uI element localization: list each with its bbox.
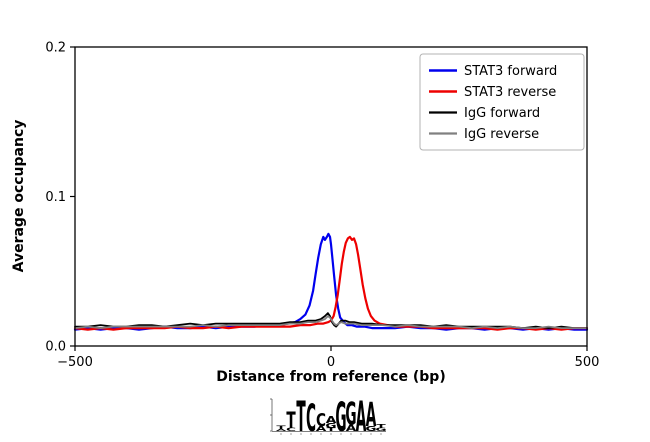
logo-letter-t: T xyxy=(286,409,296,434)
legend-label-stat3-forward: STAT3 forward xyxy=(464,64,557,79)
y-axis-label: Average occupancy xyxy=(11,120,27,273)
axis-ticks: −500 0 500 0.0 0.1 0.2 xyxy=(45,41,599,371)
legend-label-igg-forward: IgG forward xyxy=(464,106,540,121)
series-stat3-forward xyxy=(73,232,589,331)
logo-letter-g: G xyxy=(345,396,356,432)
series-lines xyxy=(73,232,589,331)
legend-label-igg-reverse: IgG reverse xyxy=(464,127,539,142)
x-tick-label: −500 xyxy=(57,355,93,370)
logo-letter-a: A xyxy=(346,423,357,434)
logo-letter-c: C xyxy=(316,409,326,430)
logo-letter-g: G xyxy=(325,422,336,430)
legend-box xyxy=(419,53,585,151)
legend-label-stat3-reverse: STAT3 reverse xyxy=(464,85,556,100)
logo-letter-a: A xyxy=(326,414,337,426)
logo-letter-a: A xyxy=(276,429,287,432)
logo-letter-c: C xyxy=(306,396,316,440)
x-axis-label: Distance from reference (bp) xyxy=(216,369,445,385)
logo-letter-g: G xyxy=(335,395,346,442)
logo-letter-a: A xyxy=(316,425,327,433)
y-tick-label: 0.2 xyxy=(45,41,66,56)
legend: STAT3 forward STAT3 reverse IgG forward IgG… xyxy=(419,53,585,151)
series-stat3-reverse xyxy=(73,235,589,331)
logo-letter-a: A xyxy=(356,393,367,441)
sequence-logo: AT CT T C AC TGA G AG A GA GT xyxy=(270,393,387,442)
logo-letter-t: T xyxy=(326,428,335,433)
x-tick-label: 500 xyxy=(575,355,600,370)
logo-letter-c: C xyxy=(286,428,296,433)
y-tick-label: 0.0 xyxy=(45,340,66,355)
x-tick-label: 0 xyxy=(327,355,335,370)
logo-letter-t: T xyxy=(296,393,306,441)
logo-letter-g: G xyxy=(375,428,386,433)
logo-letter-t: T xyxy=(376,423,386,429)
logo-letter-g: G xyxy=(365,425,376,433)
series-igg-reverse xyxy=(74,315,588,330)
logo-letter-t: T xyxy=(276,426,285,431)
logo-letter-a: A xyxy=(366,395,377,434)
y-tick-label: 0.1 xyxy=(45,190,66,205)
